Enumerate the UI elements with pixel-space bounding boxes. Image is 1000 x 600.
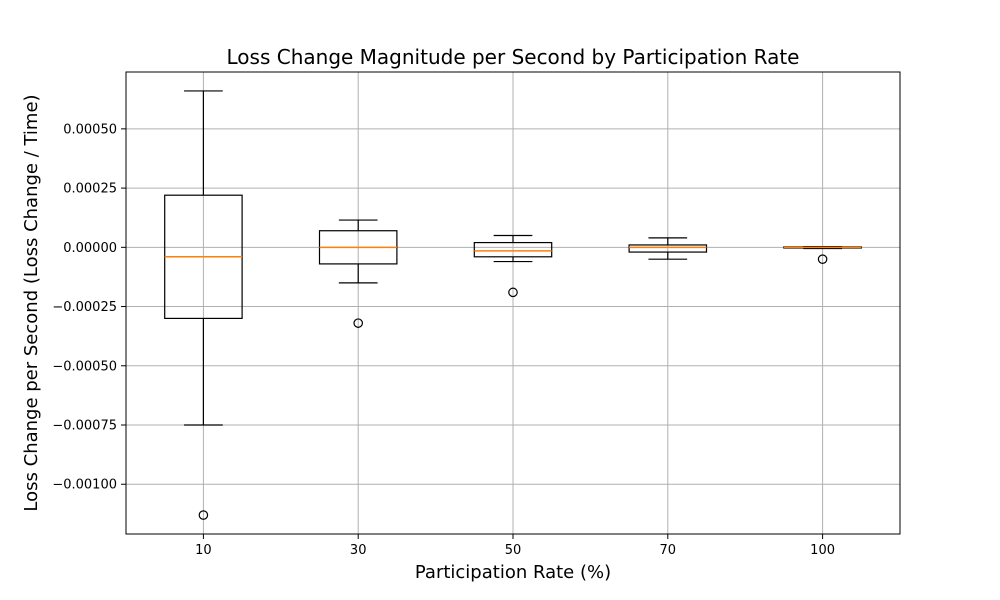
- outlier-point: [353, 318, 363, 328]
- outlier-point: [198, 510, 209, 520]
- plot-area: [164, 90, 862, 520]
- y-axis-label: Loss Change per Second (Loss Change / Ti…: [21, 94, 42, 511]
- x-tick-label: 10: [195, 543, 212, 558]
- box-group-50: [473, 234, 553, 298]
- x-axis-ticks: 10 30 50 70 100: [195, 534, 835, 558]
- x-tick-label: 30: [350, 543, 367, 558]
- chart-title: Loss Change Magnitude per Second by Part…: [227, 45, 800, 69]
- y-tick-label: 0.00000: [63, 241, 117, 256]
- y-tick-label: −0.00050: [52, 359, 117, 374]
- x-tick-label: 70: [660, 543, 677, 558]
- outlier-point: [817, 254, 828, 264]
- x-axis-label: Participation Rate (%): [415, 562, 611, 583]
- y-tick-label: −0.00025: [52, 300, 117, 315]
- y-tick-label: −0.00100: [52, 478, 117, 493]
- y-tick-label: −0.00075: [52, 419, 117, 434]
- iqr-box: [628, 244, 708, 253]
- box-group-10: [164, 90, 243, 520]
- grid-lines: [126, 72, 900, 534]
- y-tick-label: 0.00050: [63, 122, 117, 137]
- x-tick-label: 50: [505, 543, 522, 558]
- box-group-70: [628, 237, 708, 260]
- iqr-box: [473, 241, 553, 258]
- outlier-point: [508, 287, 518, 298]
- y-tick-label: 0.00025: [63, 182, 117, 197]
- box-group-100: [783, 246, 862, 264]
- box-group-30: [318, 219, 398, 328]
- x-tick-label: 100: [810, 543, 835, 558]
- y-axis-ticks: −0.00100 −0.00075 −0.00050 −0.00025 0.00000 0…: [52, 122, 126, 493]
